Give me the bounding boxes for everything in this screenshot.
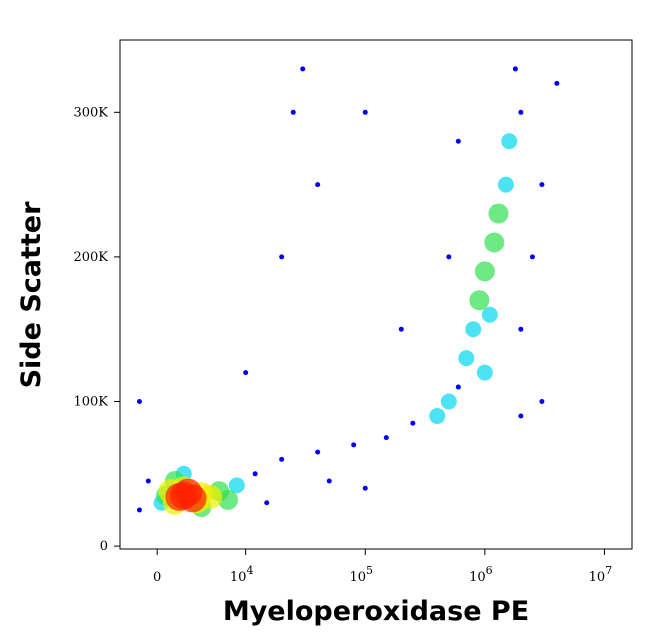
point [476,364,493,381]
point [518,109,524,115]
x-tick-exponent: 7 [605,564,612,577]
point [145,478,151,484]
x-tick-base: 10 [469,570,486,585]
x-tick-exponent: 5 [366,564,373,577]
point [243,370,249,376]
point [410,420,416,426]
point [326,478,332,484]
point [518,326,524,332]
point [136,399,142,405]
point [264,500,270,506]
point [512,66,518,72]
point [315,182,321,188]
point [539,399,545,405]
point [455,384,461,390]
x-axis-title: Myeloperoxidase PE [223,596,529,627]
point [315,449,321,455]
point [279,254,285,260]
point [455,138,461,144]
point [362,485,368,491]
point [440,393,457,410]
point [252,471,258,477]
point [465,321,482,338]
point [484,232,505,253]
point [474,261,495,282]
point [136,507,142,513]
plot-frame [119,39,633,550]
y-axis-title: Side Scatter [16,201,47,389]
x-tick-base: 10 [349,570,366,585]
point [228,477,245,494]
x-tick-exponent: 6 [486,564,493,577]
x-tick-label: 106 [469,564,493,585]
point [165,482,194,511]
x-tick-label: 105 [349,564,373,585]
points [136,66,560,518]
y-tick-label: 0 [100,539,108,554]
x-tick-label: 107 [589,564,613,585]
y-tick-label: 300K [73,105,108,120]
point [554,80,560,86]
point [362,109,368,115]
point [383,435,389,441]
y-tick-label: 200K [73,250,108,265]
point [458,350,475,367]
y-tick-label: 100K [73,395,108,410]
x-tick-exponent: 4 [246,564,253,577]
point [539,182,545,188]
point [481,306,498,323]
point [501,133,518,150]
point [398,326,404,332]
point [290,109,296,115]
point [429,407,446,424]
x-tick-base: 10 [230,570,247,585]
point [518,413,524,419]
x-tick-label: 0 [153,570,161,585]
point [300,66,306,72]
point [469,290,490,311]
x-tick-base: 10 [589,570,606,585]
point [497,176,514,193]
point [351,442,357,448]
point [446,254,452,260]
point [217,489,238,510]
point [279,456,285,462]
x-tick-label: 104 [230,564,254,585]
point [488,203,509,224]
point [529,254,535,260]
